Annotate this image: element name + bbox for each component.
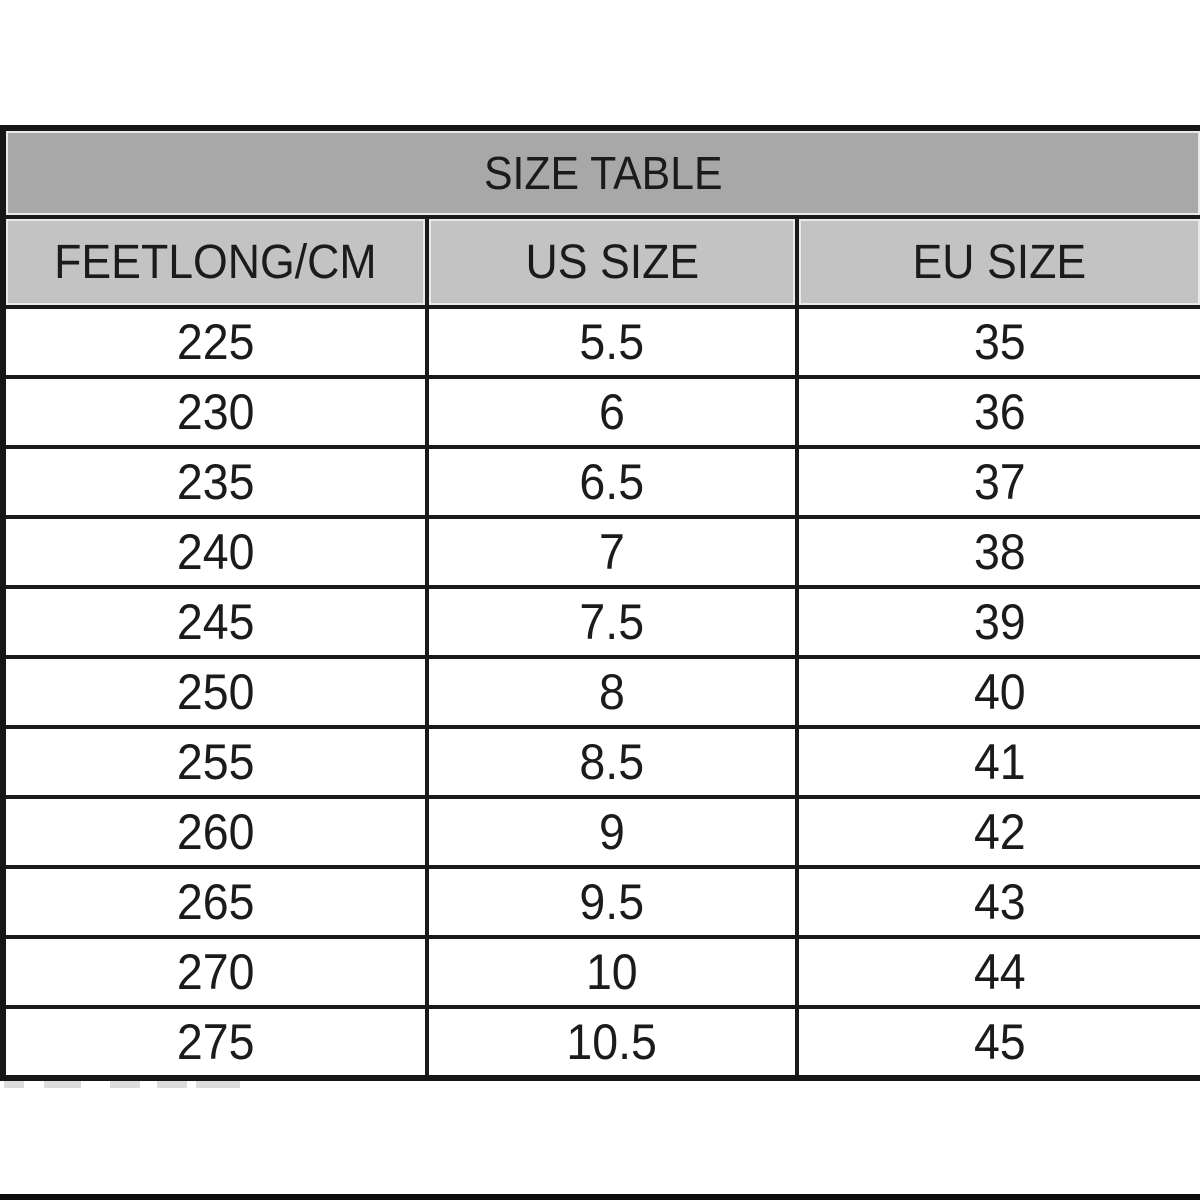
cell-us-size: 9: [425, 795, 799, 869]
table-title: SIZE TABLE: [0, 126, 1200, 219]
cell-value: 43: [973, 874, 1026, 930]
artifact-smudge: [4, 1081, 24, 1088]
table-row: 230 6 36: [1, 375, 1200, 449]
cell-value: 275: [176, 1014, 255, 1070]
cell-value: 240: [176, 524, 255, 580]
cell-eu-size: 37: [794, 445, 1200, 519]
title-row: SIZE TABLE: [0, 126, 1200, 219]
column-header-text: US SIZE: [525, 235, 699, 289]
cell-value: 7: [599, 524, 625, 580]
cell-value: 44: [973, 944, 1026, 1000]
cell-eu-size: 36: [794, 375, 1200, 449]
table-row: 250 8 40: [1, 655, 1200, 729]
cell-feetlong: 275: [1, 1005, 429, 1080]
artifact-smudge: [44, 1081, 81, 1088]
table-row: 245 7.5 39: [1, 585, 1200, 659]
column-header-eu-size: EU SIZE: [794, 215, 1200, 309]
cell-eu-size: 42: [794, 795, 1200, 869]
cell-value: 270: [176, 944, 255, 1000]
cell-value: 8.5: [579, 734, 645, 790]
cell-us-size: 6.5: [425, 445, 799, 519]
cell-feetlong: 240: [1, 515, 429, 589]
size-table: SIZE TABLE FEETLONG/CM US SIZE EU SIZE 2…: [0, 125, 1200, 1081]
cell-eu-size: 43: [794, 865, 1200, 939]
cell-feetlong: 255: [1, 725, 429, 799]
cell-value: 6: [599, 384, 625, 440]
artifact-smudge: [196, 1081, 240, 1088]
table-row: 260 9 42: [1, 795, 1200, 869]
artifact-smudge: [110, 1081, 140, 1088]
cell-value: 41: [973, 734, 1026, 790]
table-title-text: SIZE TABLE: [483, 147, 723, 199]
cell-value: 6.5: [579, 454, 645, 510]
table-row: 235 6.5 37: [1, 445, 1200, 519]
artifact-smudge: [157, 1081, 187, 1088]
cell-value: 7.5: [579, 594, 645, 650]
column-header-text: EU SIZE: [912, 235, 1087, 289]
cell-value: 5.5: [579, 314, 645, 370]
table-row: 270 10 44: [1, 935, 1200, 1009]
cell-feetlong: 245: [1, 585, 429, 659]
cell-value: 255: [176, 734, 255, 790]
cell-us-size: 8.5: [425, 725, 799, 799]
cell-eu-size: 41: [794, 725, 1200, 799]
cell-value: 35: [973, 314, 1026, 370]
cell-feetlong: 265: [1, 865, 429, 939]
cell-us-size: 10: [425, 935, 799, 1009]
column-header-text: FEETLONG/CM: [54, 235, 377, 289]
cell-value: 36: [973, 384, 1026, 440]
table-row: 255 8.5 41: [1, 725, 1200, 799]
cell-value: 39: [973, 594, 1026, 650]
cell-value: 40: [973, 664, 1026, 720]
cell-feetlong: 260: [1, 795, 429, 869]
cell-eu-size: 44: [794, 935, 1200, 1009]
table-row: 240 7 38: [1, 515, 1200, 589]
header-row: FEETLONG/CM US SIZE EU SIZE: [1, 215, 1200, 309]
cell-value: 235: [176, 454, 255, 510]
table-row: 265 9.5 43: [1, 865, 1200, 939]
cell-value: 8: [599, 664, 625, 720]
cell-feetlong: 250: [1, 655, 429, 729]
cell-us-size: 7.5: [425, 585, 799, 659]
cell-eu-size: 38: [794, 515, 1200, 589]
cell-eu-size: 39: [794, 585, 1200, 659]
cell-value: 260: [176, 804, 255, 860]
column-header-us-size: US SIZE: [425, 215, 799, 309]
cell-us-size: 5.5: [425, 305, 799, 379]
bottom-edge-bar: [0, 1194, 1200, 1200]
cell-value: 38: [973, 524, 1026, 580]
cell-value: 225: [176, 314, 255, 370]
cell-value: 250: [176, 664, 255, 720]
cell-us-size: 8: [425, 655, 799, 729]
cell-value: 45: [973, 1014, 1026, 1070]
cell-feetlong: 225: [1, 305, 429, 379]
cell-value: 265: [176, 874, 255, 930]
table-row: 225 5.5 35: [1, 305, 1200, 379]
cell-us-size: 10.5: [425, 1005, 799, 1080]
cell-eu-size: 40: [794, 655, 1200, 729]
cell-value: 37: [973, 454, 1026, 510]
cell-feetlong: 270: [1, 935, 429, 1009]
table-row: 275 10.5 45: [1, 1005, 1200, 1080]
cell-value: 10: [586, 944, 638, 1000]
cell-us-size: 7: [425, 515, 799, 589]
cell-eu-size: 35: [794, 305, 1200, 379]
cell-value: 9.5: [579, 874, 645, 930]
cell-eu-size: 45: [794, 1005, 1200, 1080]
cell-us-size: 6: [425, 375, 799, 449]
cell-feetlong: 235: [1, 445, 429, 519]
column-header-feetlong-cm: FEETLONG/CM: [1, 215, 429, 309]
cell-value: 10.5: [566, 1014, 658, 1070]
cell-feetlong: 230: [1, 375, 429, 449]
cell-value: 245: [176, 594, 255, 650]
cell-value: 42: [973, 804, 1026, 860]
cell-value: 9: [599, 804, 625, 860]
cell-value: 230: [176, 384, 255, 440]
cell-us-size: 9.5: [425, 865, 799, 939]
